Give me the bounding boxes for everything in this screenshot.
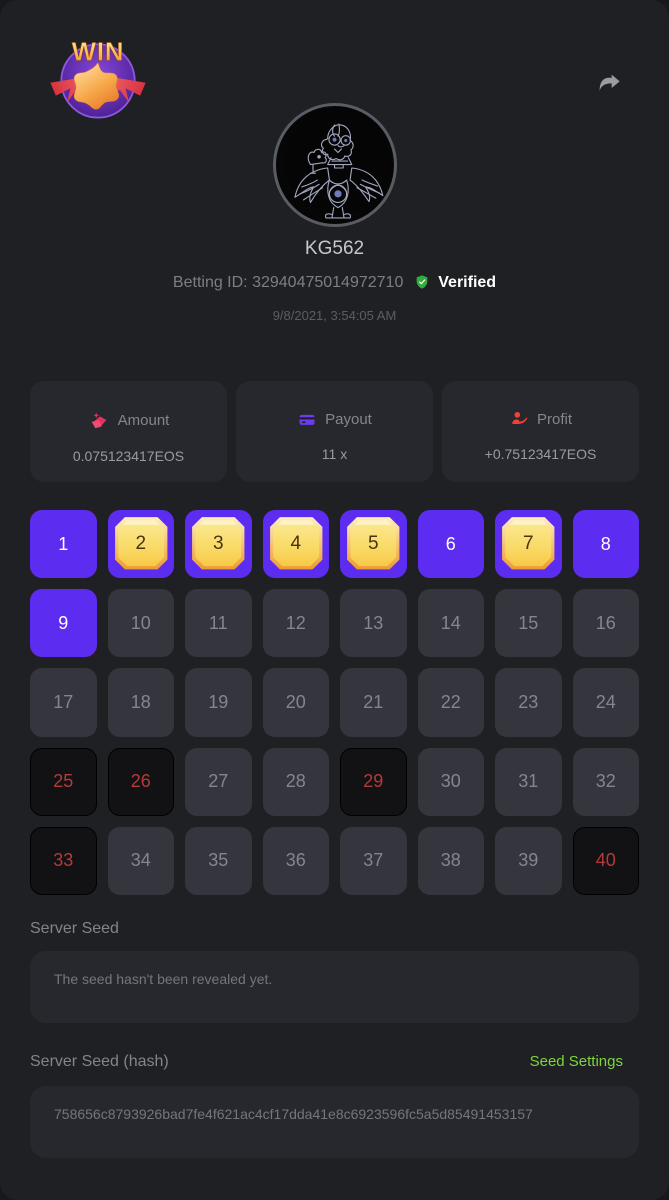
svg-text:WIN: WIN	[72, 39, 125, 67]
